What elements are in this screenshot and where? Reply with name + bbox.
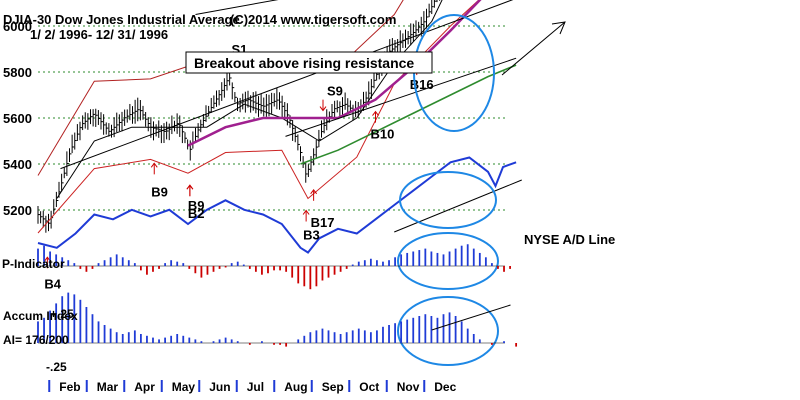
accum-label: Accum Index [3, 309, 78, 323]
resistance-line [195, 0, 279, 15]
month-label: Feb [59, 380, 80, 394]
ma200-line [300, 64, 517, 165]
buy-signal-label: B2 [188, 206, 205, 221]
breakout-annotation: Breakout above rising resistance [185, 51, 433, 74]
buy-arrow-head [150, 162, 158, 168]
sell-arrow-head [319, 106, 327, 112]
sell-signal-label: S9 [327, 84, 343, 99]
ma50-line [187, 0, 482, 147]
ad-line-label: NYSE A/D Line [524, 232, 615, 247]
month-label: Nov [397, 380, 420, 394]
month-label: Oct [359, 380, 379, 394]
month-label: May [172, 380, 196, 394]
p-indicator-label: P-Indicator [2, 257, 65, 271]
accum-trendline [431, 304, 511, 331]
month-label: Sep [322, 380, 344, 394]
highlight-circle [397, 296, 499, 366]
accum-plus-tick: +.25 [50, 307, 74, 321]
resistance-line [60, 0, 514, 170]
price-y-tick-label: 5600 [3, 111, 32, 126]
buy-signal-label: B3 [303, 228, 320, 243]
trend-arrow-head [551, 21, 566, 35]
buy-signal-label: B4 [44, 276, 61, 291]
price-overlays [37, 0, 566, 254]
buy-signal-label: B17 [311, 215, 335, 230]
price-y-tick-label: 5200 [3, 203, 32, 218]
highlight-circle [399, 171, 497, 229]
resistance-line [285, 57, 517, 137]
price-y-tick-label: 5400 [3, 157, 32, 172]
buy-signal-label: B9 [188, 198, 205, 213]
buy-arrow-head [310, 188, 318, 195]
trend-arrow [501, 21, 566, 76]
price-y-tick-label: 5800 [3, 65, 32, 80]
ad-line [37, 156, 517, 254]
month-label: Mar [97, 380, 119, 394]
chart-date-range: 1/ 2/ 1996- 12/ 31/ 1996 [30, 27, 168, 42]
month-label: Jul [247, 380, 264, 394]
buy-arrow-head [372, 110, 379, 116]
price-y-tick-label: 6000 [3, 19, 32, 34]
month-label: Dec [434, 380, 456, 394]
chart-copyright: (C)2014 www.tigersoft.com [230, 12, 396, 27]
month-label: Apr [134, 380, 155, 394]
accum-index-panel [37, 292, 518, 347]
buy-signal-label: B9 [151, 184, 168, 199]
buy-arrow-head [302, 209, 310, 215]
p-indicator-panel [37, 244, 511, 290]
month-label: Jun [209, 380, 230, 394]
chart-title: DJIA-30 Dow Jones Industrial Average [3, 12, 240, 27]
annotation-box [185, 51, 433, 74]
accum-minus-tick: -.25 [46, 360, 67, 374]
month-label: Aug [284, 380, 307, 394]
highlight-circle [397, 232, 499, 290]
month-axis: Feb Mar Apr May Jun Jul Aug Sep Oct Nov Dec [48, 380, 457, 394]
price-y-tick-labels: 52005400560058006000620064006600 [3, 19, 32, 218]
ad-trendline [394, 179, 522, 233]
annotation-text: Breakout above rising resistance [194, 55, 414, 71]
buy-arrow-head [186, 184, 194, 190]
accum-ai-text: AI= 176/200 [3, 333, 69, 347]
buy-signal-label: B10 [371, 127, 395, 142]
